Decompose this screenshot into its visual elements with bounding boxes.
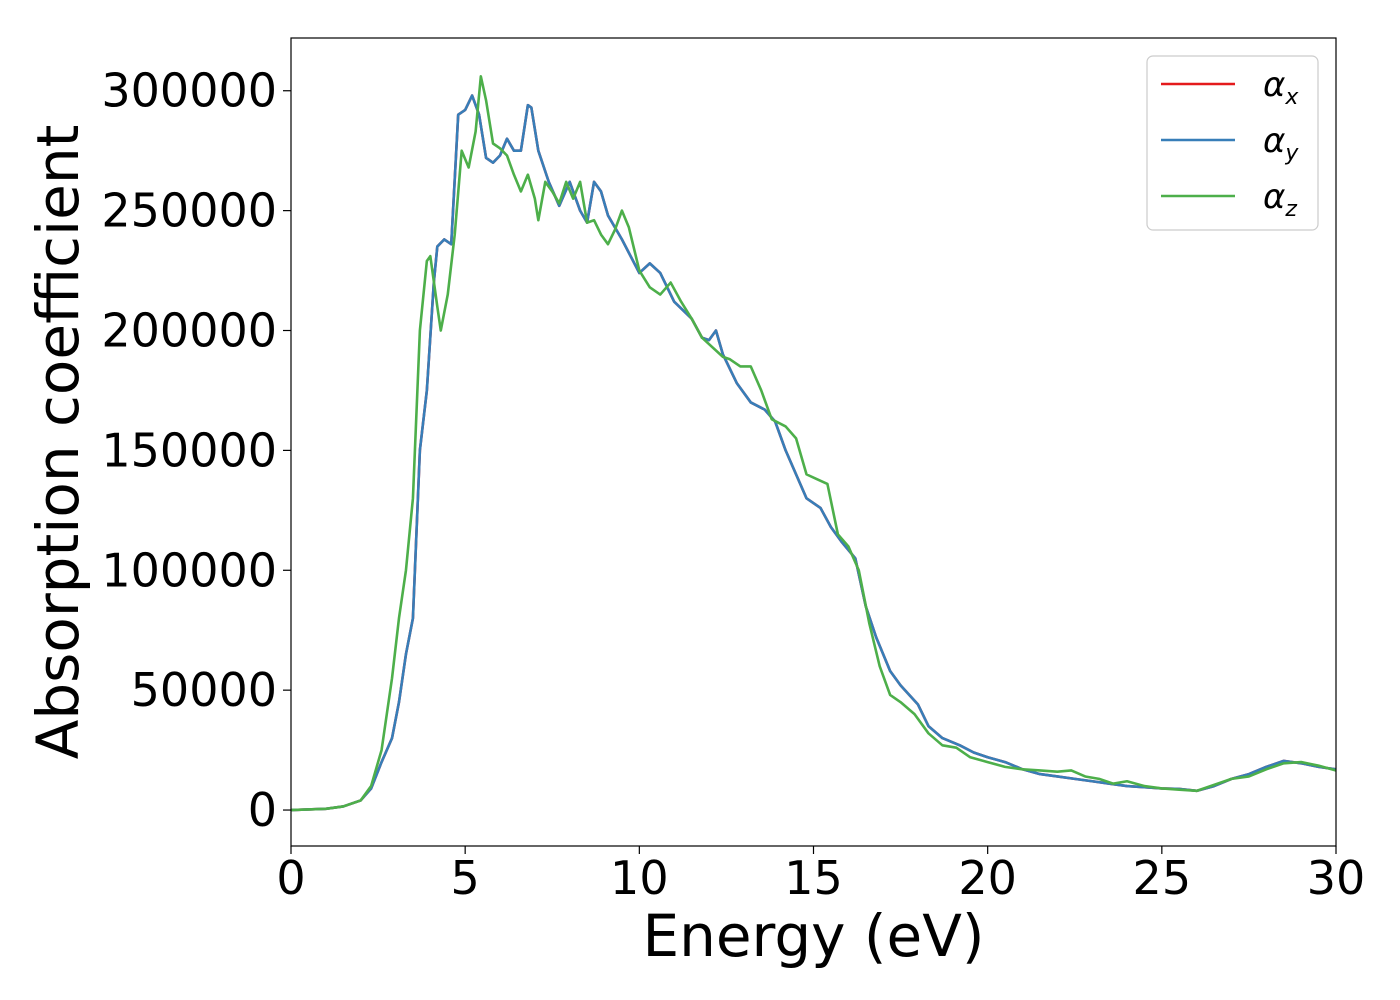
- legend-subscript: x: [1284, 85, 1299, 110]
- x-tick-label: 15: [784, 851, 843, 905]
- x-tick-label: 20: [958, 851, 1017, 905]
- legend-subscript: y: [1284, 141, 1299, 166]
- x-tick-label: 10: [610, 851, 669, 905]
- y-tick-label: 200000: [101, 304, 277, 358]
- legend-symbol: α: [1263, 121, 1285, 161]
- x-axis-ticks: 0 5 10 15 20 25 30: [276, 846, 1365, 905]
- legend-symbol: α: [1263, 65, 1285, 105]
- x-axis-title: Energy (eV): [642, 902, 984, 970]
- series-line-z: [291, 75, 1336, 812]
- y-axis-ticks: 0 50000 100000 150000 200000 250000 300000: [101, 64, 291, 837]
- series-layer: [291, 75, 1336, 812]
- y-tick-label: 250000: [101, 184, 277, 238]
- y-axis-title: Absorption coefficient: [24, 125, 92, 760]
- legend-symbol: α: [1263, 177, 1285, 217]
- x-tick-label: 25: [1133, 851, 1192, 905]
- legend-box: [1146, 55, 1319, 231]
- legend-label-x: αx: [1263, 65, 1299, 110]
- series-line-y: [291, 94, 1336, 812]
- x-tick-label: 30: [1307, 851, 1366, 905]
- y-tick-label: 300000: [101, 64, 277, 118]
- legend-subscript: z: [1284, 197, 1297, 222]
- legend-label-y: αy: [1263, 121, 1299, 166]
- x-tick-label: 5: [451, 851, 480, 905]
- legend-label-z: αz: [1263, 177, 1297, 222]
- y-tick-label: 150000: [101, 423, 277, 477]
- y-tick-label: 50000: [131, 663, 277, 717]
- y-tick-label: 100000: [101, 543, 277, 597]
- x-tick-label: 0: [276, 851, 305, 905]
- y-tick-label: 0: [248, 783, 277, 837]
